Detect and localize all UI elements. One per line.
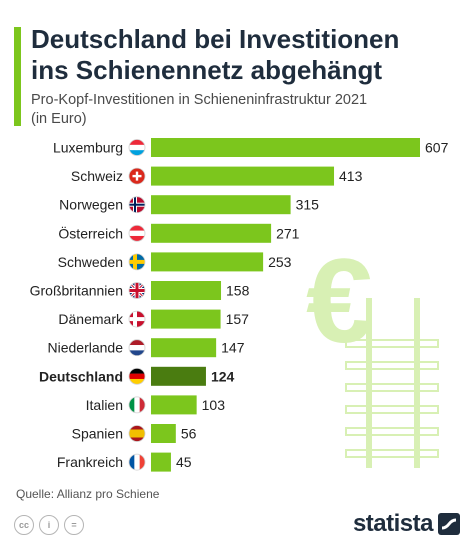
bar-row-niederlande: Niederlande 147 <box>48 338 245 358</box>
bar-row--sterreich: Österreich 271 <box>58 223 300 243</box>
value-label: 158 <box>226 283 250 299</box>
flag-denmark-icon <box>128 310 146 328</box>
flag-uk-icon <box>128 282 146 299</box>
statista-logo[interactable]: statista <box>353 510 460 538</box>
bar <box>151 166 335 186</box>
category-label: Spanien <box>72 426 123 442</box>
value-label: 124 <box>211 368 235 384</box>
license-icons: cc i = <box>14 515 84 535</box>
bar-row-frankreich: Frankreich 45 <box>57 452 192 472</box>
bar-row-italien: Italien 103 <box>86 395 226 415</box>
bar-row-deutschland: Deutschland 124 <box>39 366 235 386</box>
category-label: Norwegen <box>59 197 123 213</box>
bar-row-schweiz: Schweiz 413 <box>71 166 363 186</box>
bar <box>151 195 291 215</box>
cc-icon[interactable]: cc <box>14 515 34 535</box>
category-label: Luxemburg <box>53 140 123 156</box>
flag-austria-icon <box>128 224 146 242</box>
bar <box>151 366 206 386</box>
rail-sleeper <box>345 361 439 370</box>
bar-row-gro-britannien: Großbritannien 158 <box>30 281 250 300</box>
flag-sweden-icon <box>128 253 146 271</box>
category-label: Frankreich <box>57 454 123 470</box>
value-label: 45 <box>176 454 192 470</box>
statista-wordmark: statista <box>352 510 434 537</box>
value-label: 103 <box>202 397 226 413</box>
bars-layer: Luxemburg 607 Schweiz 413 Norwegen 315 Österre… <box>30 138 449 472</box>
value-label: 56 <box>181 426 197 442</box>
category-label: Italien <box>86 397 123 413</box>
flag-netherlands-icon <box>128 339 146 357</box>
euro-sign: € <box>306 234 373 368</box>
rail-sleeper <box>345 383 439 392</box>
bar-row-d-nemark: Dänemark 157 <box>58 309 250 329</box>
title-accent-bar <box>14 27 21 126</box>
flag-italy-icon <box>128 396 146 414</box>
flag-norway-icon <box>128 196 146 214</box>
flag-luxembourg-icon <box>128 139 146 156</box>
category-label: Deutschland <box>39 368 123 384</box>
bar-chart: € Luxemburg 607 Schweiz 413 Norwegen 315 Öster… <box>30 138 449 472</box>
subtitle-line-1: Pro-Kopf-Investitionen in Schieneninfras… <box>31 92 368 108</box>
rail-sleeper <box>345 449 439 458</box>
bar <box>151 395 197 415</box>
bar <box>151 452 171 472</box>
statista-logo-icon <box>438 513 460 535</box>
bar <box>151 309 221 329</box>
bar <box>151 281 222 300</box>
flag-switzerland-icon <box>128 167 146 185</box>
title-line-1: Deutschland bei Investitionen <box>31 24 400 54</box>
equals-icon[interactable]: = <box>64 515 84 535</box>
source-note: Quelle: Allianz pro Schiene <box>16 487 160 501</box>
bar-row-schweden: Schweden 253 <box>58 252 292 272</box>
value-label: 157 <box>226 311 250 327</box>
rail-sleeper <box>345 405 439 414</box>
category-label: Großbritannien <box>30 283 123 299</box>
title-line-2: ins Schienennetz abgehängt <box>31 55 383 85</box>
value-label: 253 <box>268 254 292 270</box>
value-label: 271 <box>276 225 300 241</box>
value-label: 607 <box>425 140 449 156</box>
bar <box>151 424 176 443</box>
value-label: 413 <box>339 168 363 184</box>
flag-france-icon <box>128 453 146 471</box>
category-label: Schweden <box>58 254 123 270</box>
page-subtitle: Pro-Kopf-Investitionen in Schieneninfras… <box>31 91 451 129</box>
rail-sleeper <box>345 427 439 436</box>
category-label: Österreich <box>58 224 123 241</box>
person-icon[interactable]: i <box>39 515 59 535</box>
category-label: Dänemark <box>58 311 124 327</box>
euro-rail-decoration: € <box>306 234 439 468</box>
bar <box>151 223 272 243</box>
bar <box>151 338 217 358</box>
flag-spain-icon <box>128 425 146 442</box>
value-label: 147 <box>221 340 245 356</box>
bar <box>151 252 264 272</box>
rail-sleeper <box>345 339 439 348</box>
bar-row-norwegen: Norwegen 315 <box>59 195 320 215</box>
category-label: Niederlande <box>48 340 124 356</box>
bar-row-luxemburg: Luxemburg 607 <box>53 138 449 157</box>
bar-row-spanien: Spanien 56 <box>72 424 197 443</box>
page-title: Deutschland bei Investitionen ins Schien… <box>31 24 461 86</box>
flag-germany-icon <box>128 367 146 385</box>
subtitle-line-2: (in Euro) <box>31 111 87 127</box>
bar <box>151 138 420 157</box>
value-label: 315 <box>296 197 320 213</box>
category-label: Schweiz <box>71 168 123 184</box>
